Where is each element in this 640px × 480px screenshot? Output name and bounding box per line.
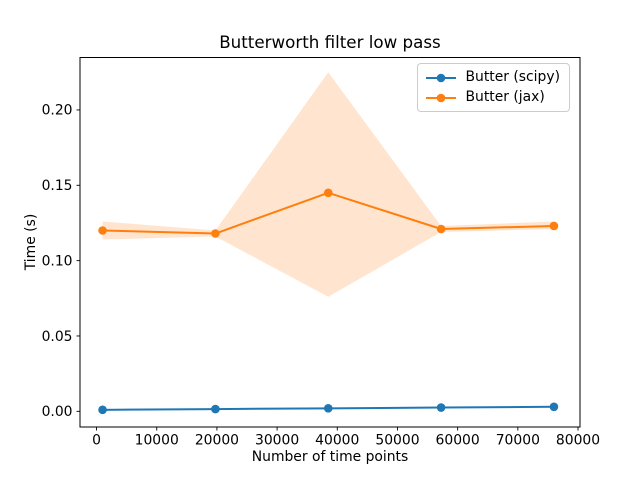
legend-label-jax: Butter (jax) xyxy=(465,89,545,105)
data-point-marker-s0-4 xyxy=(549,402,559,412)
data-point-marker-s1-4 xyxy=(549,221,559,231)
y-tick-label: 0.15 xyxy=(42,178,73,194)
legend-handle-scipy-icon xyxy=(426,73,457,82)
y-tick-label: 0.05 xyxy=(42,329,73,345)
data-point-marker-s1-1 xyxy=(211,229,220,238)
x-tick-label: 0 xyxy=(92,433,101,449)
legend-handle-jax-icon xyxy=(426,93,457,102)
data-point-marker-s1-3 xyxy=(436,224,446,234)
x-tick-label: 40000 xyxy=(315,433,359,449)
data-point-marker-s0-2 xyxy=(323,404,333,413)
legend-label-scipy: Butter (scipy) xyxy=(465,69,560,85)
x-tick-label: 60000 xyxy=(436,433,480,449)
x-tick-label: 20000 xyxy=(195,433,239,449)
confidence-band-series-1 xyxy=(102,72,554,297)
legend: Butter (scipy) Butter (jax) xyxy=(417,63,570,112)
axes-frame xyxy=(79,57,581,428)
x-tick-label: 50000 xyxy=(375,433,419,449)
x-tick-label: 30000 xyxy=(255,433,299,449)
x-tick-label: 10000 xyxy=(135,433,179,449)
y-tick-label: 0.10 xyxy=(42,253,73,269)
data-point-marker-s0-1 xyxy=(211,404,220,414)
y-tick-label: 0.00 xyxy=(42,404,73,420)
chart-title: Butterworth filter low pass xyxy=(219,32,441,52)
x-tick-label: 80000 xyxy=(556,433,600,449)
data-point-marker-s0-3 xyxy=(436,403,446,412)
y-tick-label: 0.20 xyxy=(42,103,73,119)
data-point-marker-s0-0 xyxy=(98,405,107,415)
legend-item-butter-jax: Butter (jax) xyxy=(425,89,560,106)
data-point-marker-s1-0 xyxy=(98,226,107,235)
data-point-marker-s1-2 xyxy=(323,188,333,198)
legend-item-butter-scipy: Butter (scipy) xyxy=(425,69,560,86)
x-axis-label: Number of time points xyxy=(251,449,409,465)
x-tick-label: 70000 xyxy=(496,433,540,449)
